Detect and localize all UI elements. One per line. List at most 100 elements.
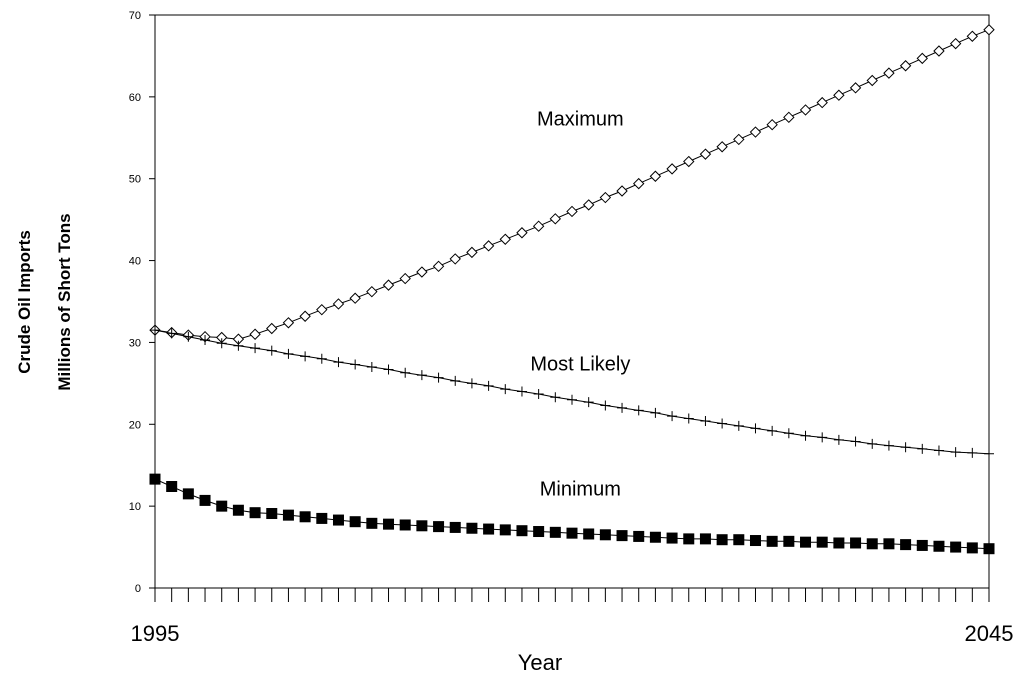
data-point xyxy=(200,334,211,345)
data-point xyxy=(366,517,378,529)
series-minimum xyxy=(149,473,995,555)
y-tick-label: 40 xyxy=(129,256,141,268)
y-axis-title-line-2: Millions of Short Tons xyxy=(55,213,74,390)
data-point xyxy=(850,436,861,447)
data-point xyxy=(482,240,495,252)
y-tick-label: 0 xyxy=(135,583,141,595)
data-point xyxy=(800,430,811,441)
data-point xyxy=(533,388,544,399)
data-point xyxy=(983,543,995,555)
data-point xyxy=(916,539,928,551)
data-point xyxy=(582,199,595,211)
data-point xyxy=(649,531,661,543)
data-point xyxy=(749,126,762,138)
data-point xyxy=(416,370,427,381)
data-point xyxy=(332,298,345,310)
x-tick-label-first: 1995 xyxy=(131,621,180,646)
data-point xyxy=(366,361,377,372)
data-point xyxy=(983,24,995,36)
y-tick-label: 60 xyxy=(129,92,141,104)
data-point xyxy=(666,163,678,175)
data-point xyxy=(949,37,962,50)
data-point xyxy=(683,155,695,168)
data-point xyxy=(699,148,712,160)
data-point xyxy=(383,518,395,530)
data-point xyxy=(532,220,545,232)
data-point xyxy=(716,534,728,546)
data-point xyxy=(166,328,177,339)
data-point xyxy=(549,526,561,538)
data-point xyxy=(900,539,912,551)
data-point xyxy=(700,416,711,427)
data-point xyxy=(383,364,394,375)
x-axis-title: Year xyxy=(518,650,562,675)
data-point xyxy=(966,542,978,554)
y-tick-label: 10 xyxy=(129,501,141,513)
y-tick-label: 50 xyxy=(129,174,141,186)
annotation-maximum: Maximum xyxy=(537,109,624,131)
data-point xyxy=(699,533,711,545)
data-point xyxy=(600,400,611,411)
data-point xyxy=(399,519,411,531)
data-point xyxy=(500,384,511,395)
data-point xyxy=(567,394,577,405)
data-point xyxy=(800,536,812,548)
data-point xyxy=(316,512,328,524)
data-point xyxy=(583,397,594,408)
annotation-most-likely: Most Likely xyxy=(530,353,630,375)
data-point xyxy=(299,310,311,322)
data-point xyxy=(249,507,261,519)
y-tick-label: 20 xyxy=(129,419,141,431)
data-point xyxy=(649,170,662,182)
data-point xyxy=(616,185,628,197)
x-axis xyxy=(154,588,990,602)
data-point xyxy=(233,340,244,351)
data-point xyxy=(450,375,461,386)
data-point xyxy=(466,378,477,389)
data-point xyxy=(266,508,278,520)
y-axis-title-line-1: Crude Oil Imports xyxy=(15,230,34,374)
data-point xyxy=(866,538,878,550)
data-point xyxy=(850,537,862,549)
data-point xyxy=(266,322,278,335)
data-point xyxy=(216,338,227,349)
data-point xyxy=(816,536,828,548)
data-point xyxy=(733,534,745,546)
data-point xyxy=(316,303,328,316)
data-point xyxy=(667,411,678,422)
data-point xyxy=(766,118,778,131)
data-point xyxy=(750,423,761,434)
data-point xyxy=(350,359,361,370)
data-point xyxy=(349,292,361,304)
data-point xyxy=(683,413,694,424)
data-point xyxy=(483,523,495,535)
annotation-minimum: Minimum xyxy=(540,479,621,501)
data-point xyxy=(749,535,761,547)
data-point xyxy=(166,480,178,492)
data-point xyxy=(933,540,945,552)
data-point xyxy=(917,443,928,454)
data-point xyxy=(549,213,562,225)
data-point xyxy=(633,530,645,542)
data-point xyxy=(933,45,945,57)
data-point xyxy=(366,285,378,298)
data-point xyxy=(616,530,628,542)
data-point xyxy=(150,325,160,336)
data-point xyxy=(766,535,778,547)
data-point xyxy=(283,348,294,359)
plot-area xyxy=(154,14,990,589)
data-point xyxy=(984,448,994,459)
data-point xyxy=(566,527,578,539)
data-point xyxy=(833,89,845,101)
data-point xyxy=(332,514,344,526)
data-point xyxy=(299,511,311,523)
data-point xyxy=(566,205,578,218)
data-point xyxy=(416,520,428,532)
data-point xyxy=(400,367,411,378)
data-point xyxy=(316,353,327,364)
data-point xyxy=(783,535,795,547)
y-tick-label: 30 xyxy=(129,337,141,349)
data-point xyxy=(466,522,478,534)
data-point xyxy=(149,473,161,485)
data-point xyxy=(416,266,428,278)
